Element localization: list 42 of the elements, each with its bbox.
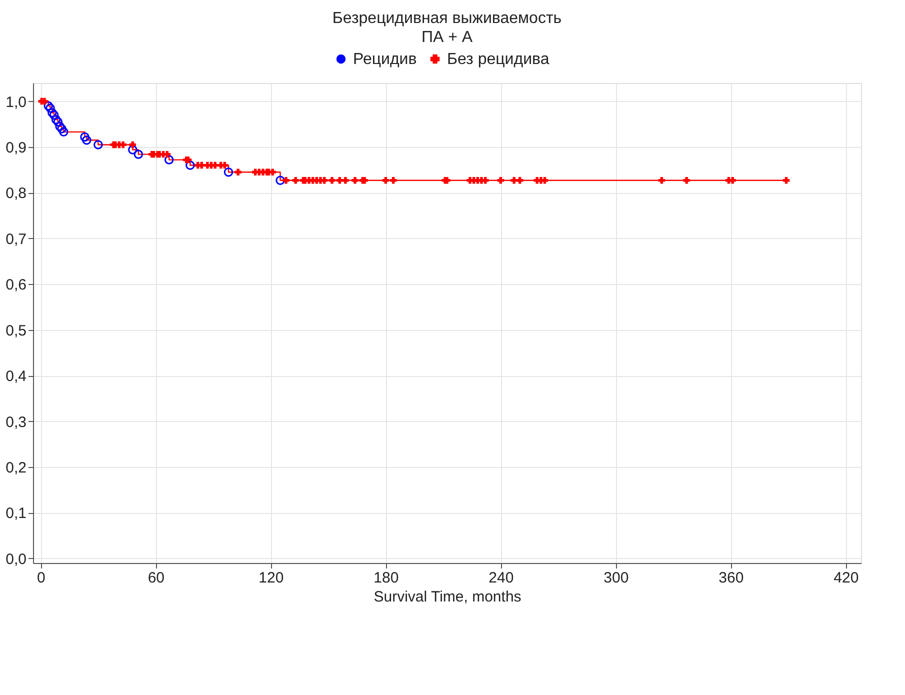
point (134, 150, 144, 159)
x-tick-label: 180 (374, 570, 399, 586)
x-tick-label: 60 (148, 570, 165, 586)
x-tick-label: 420 (834, 570, 859, 586)
point (94, 140, 103, 150)
y-tick-label: 0,7 (6, 230, 26, 248)
x-tick-label: 120 (258, 570, 284, 586)
point (49, 110, 59, 120)
point (51, 114, 61, 124)
point (82, 136, 92, 145)
y-tick-label: 0,3 (6, 414, 26, 431)
point (46, 104, 55, 113)
x-tick-label: 360 (718, 570, 744, 586)
point (224, 168, 234, 177)
y-tick-label: 0,8 (6, 185, 26, 202)
point (59, 127, 68, 137)
y-tick-label: 0,9 (6, 140, 26, 156)
y-tick-label: 0,4 (6, 368, 26, 386)
x-tick-label: 0 (36, 570, 46, 586)
point (57, 124, 66, 134)
y-tick-label: 0,2 (6, 460, 26, 476)
y-tick-label: 0,1 (6, 505, 26, 522)
y-tick-label: 0,0 (6, 550, 26, 568)
point (55, 122, 64, 132)
chart-subtitle: ПА + А (421, 29, 473, 46)
chart-title: Безрецидивная выживаемость (332, 10, 562, 27)
x-tick-label: 300 (604, 570, 629, 586)
point (80, 132, 90, 142)
point (164, 155, 174, 164)
y-tick-label: 1,0 (6, 94, 26, 111)
point (53, 117, 63, 126)
point (276, 176, 285, 185)
x-tick-label: 240 (488, 570, 514, 586)
point (186, 160, 195, 170)
point (44, 101, 53, 110)
y-tick-label: 0,5 (6, 322, 26, 340)
legend-label: Без рецидива (447, 51, 550, 68)
point (48, 108, 57, 118)
y-tick-label: 0,6 (6, 276, 26, 294)
point (128, 145, 138, 154)
legend-label: Рецидив (353, 51, 417, 68)
x-axis-title: Survival Time, months (374, 588, 522, 606)
